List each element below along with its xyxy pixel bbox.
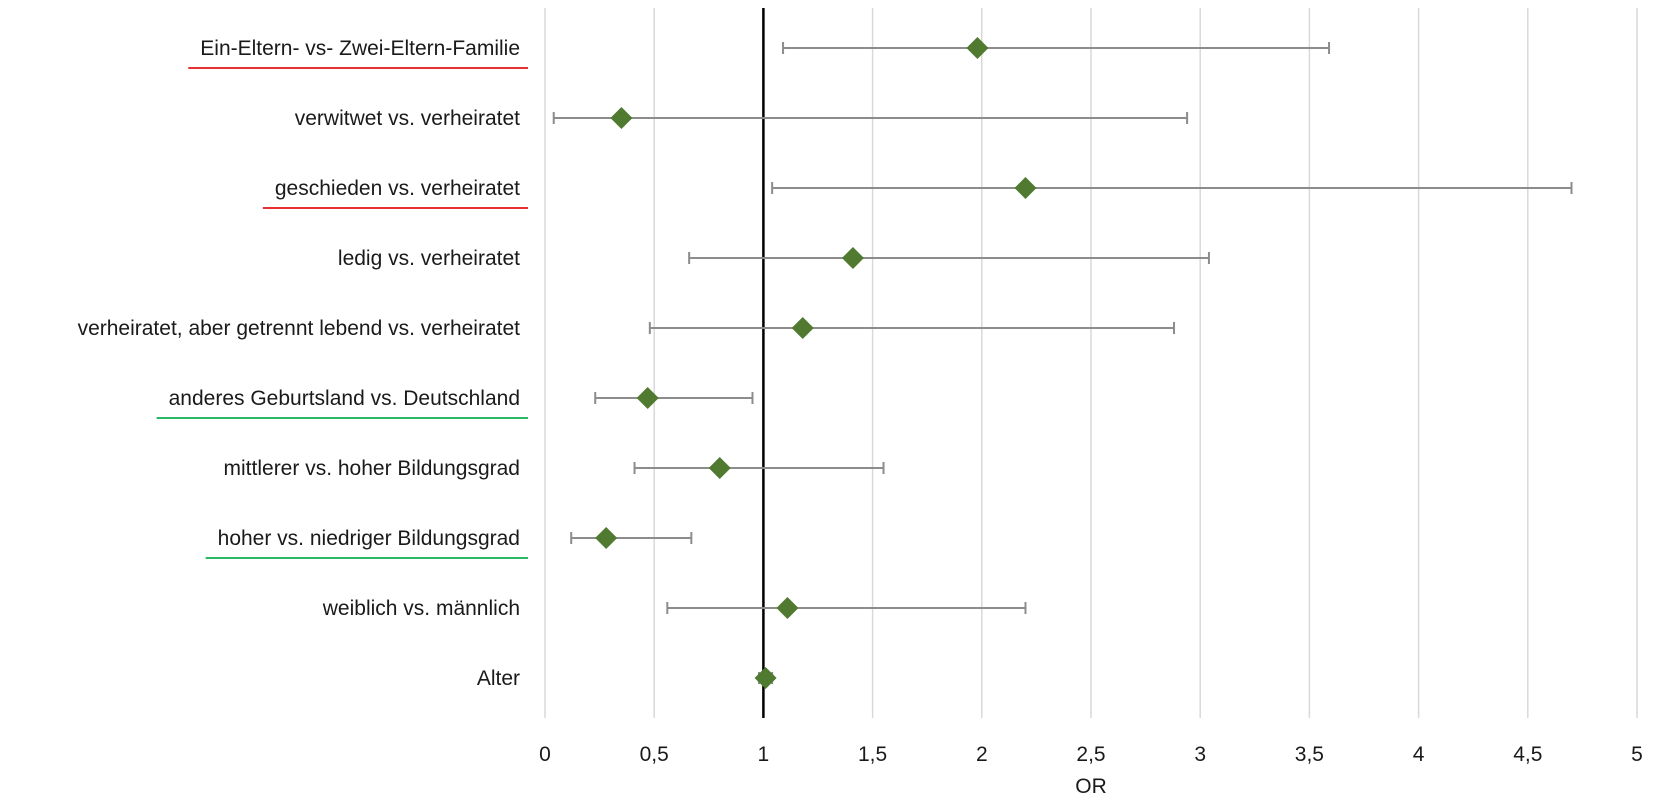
x-tick-label: 0 — [539, 743, 551, 766]
or-point-diamond — [1014, 177, 1037, 199]
x-tick-labels-layer: 0 0,5 1 1,5 2 2,5 3 3,5 4 4,5 5 — [539, 743, 1643, 766]
category-label: geschieden vs. verheiratet — [275, 177, 520, 200]
or-point-diamond — [636, 387, 659, 409]
category-label: verwitwet vs. verheiratet — [295, 107, 520, 130]
x-tick-label: 0,5 — [640, 743, 669, 766]
x-tick-label: 2,5 — [1076, 743, 1105, 766]
x-tick-label: 2 — [976, 743, 988, 766]
x-tick-label: 4 — [1413, 743, 1425, 766]
or-point-diamond — [966, 37, 989, 59]
x-tick-label: 5 — [1631, 743, 1643, 766]
grid-layer — [544, 8, 1638, 718]
or-point-diamond — [754, 667, 777, 689]
category-label: hoher vs. niedriger Bildungsgrad — [218, 527, 520, 550]
category-labels-layer: Ein-Eltern- vs- Zwei-Eltern-Familie verwi… — [78, 37, 528, 690]
x-tick-label: 1 — [758, 743, 770, 766]
category-label: anderes Geburtsland vs. Deutschland — [169, 387, 520, 410]
or-point-diamond — [708, 457, 731, 479]
or-point-diamond — [841, 247, 864, 269]
category-label: ledig vs. verheiratet — [338, 247, 520, 270]
category-label: weiblich vs. männlich — [322, 597, 520, 620]
x-tick-label: 1,5 — [858, 743, 887, 766]
or-point-diamond — [791, 317, 814, 339]
category-label: Ein-Eltern- vs- Zwei-Eltern-Familie — [200, 37, 520, 60]
x-tick-label: 3 — [1194, 743, 1206, 766]
or-point-diamond — [595, 527, 618, 549]
category-label: verheiratet, aber getrennt lebend vs. ve… — [78, 317, 521, 340]
x-tick-label: 4,5 — [1513, 743, 1542, 766]
or-point-diamond — [610, 107, 633, 129]
category-label: mittlerer vs. hoher Bildungsgrad — [224, 457, 520, 480]
category-label: Alter — [477, 667, 520, 690]
x-tick-label: 3,5 — [1295, 743, 1324, 766]
points-layer — [595, 37, 1037, 689]
x-axis-title: OR — [1075, 775, 1107, 798]
or-point-diamond — [776, 597, 799, 619]
